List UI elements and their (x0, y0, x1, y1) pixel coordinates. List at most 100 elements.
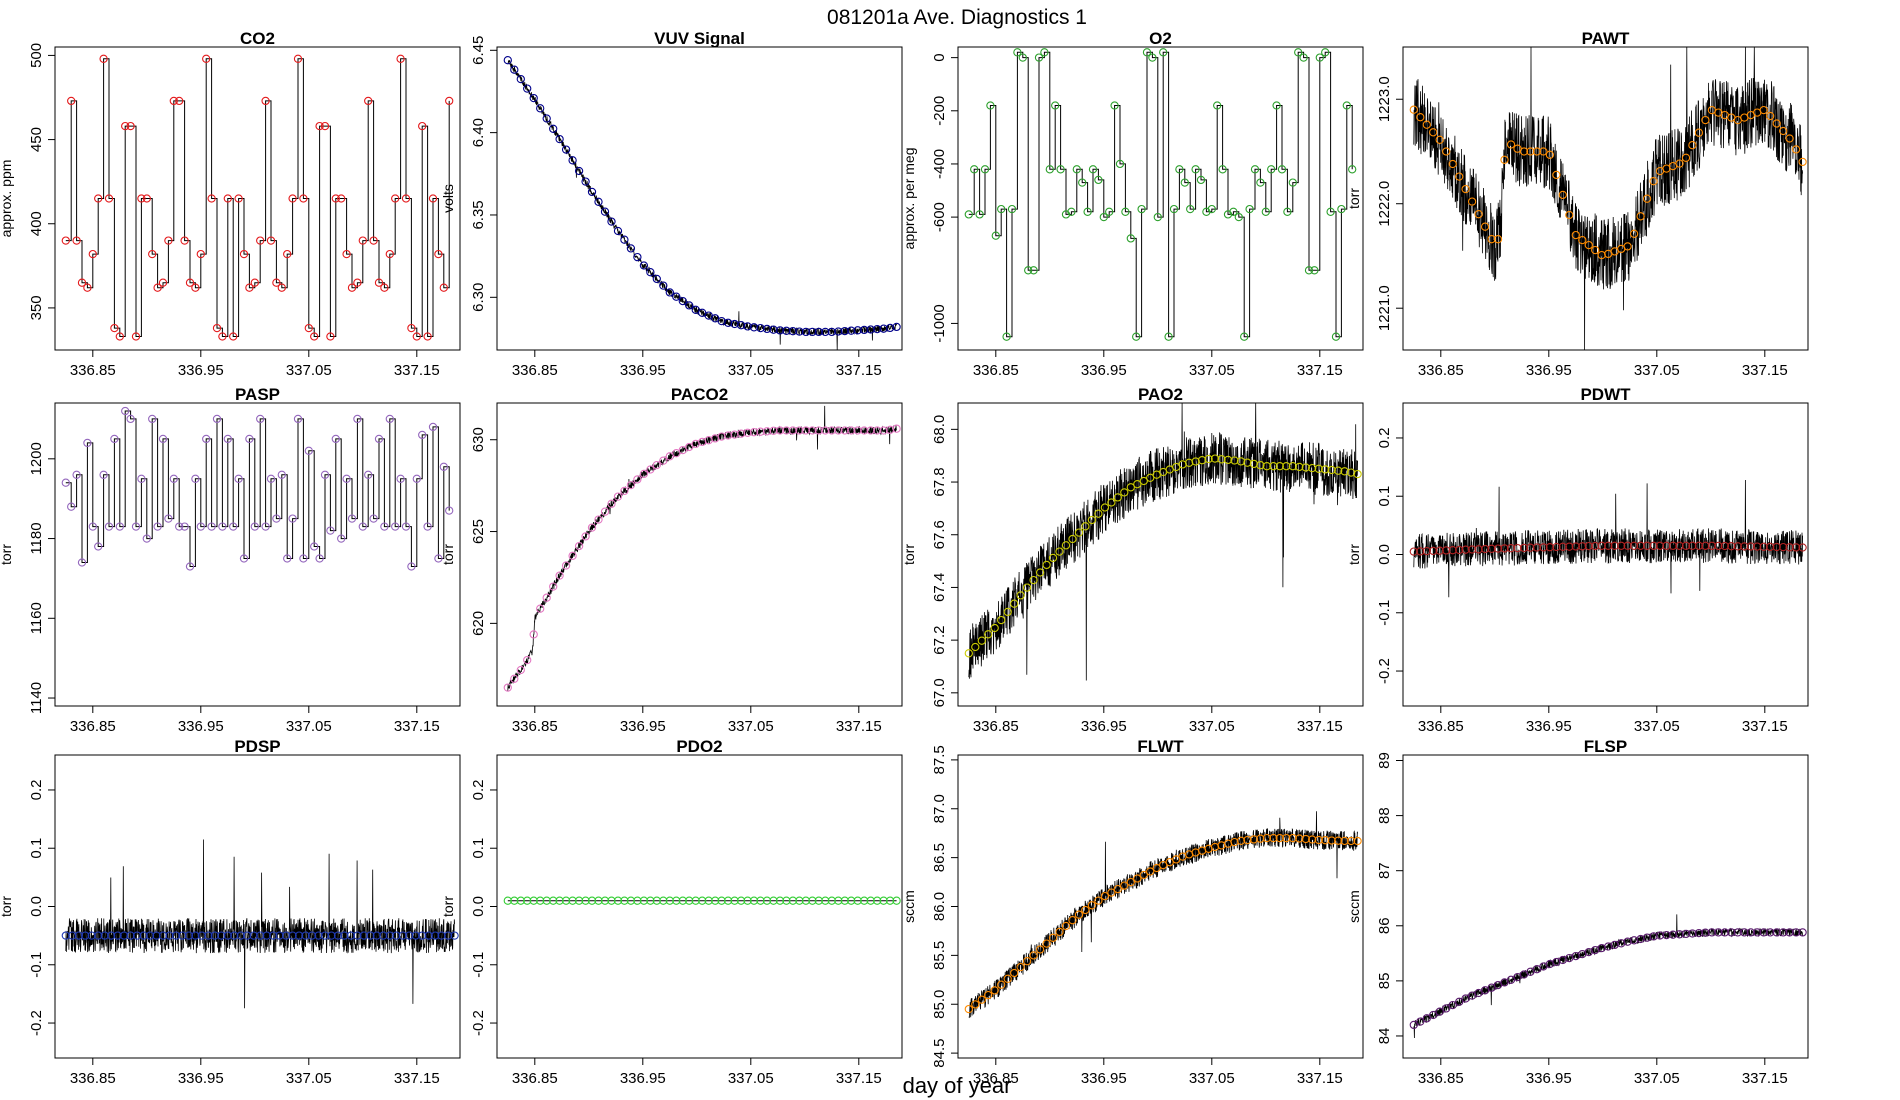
data-point (1467, 197, 1477, 206)
data-point (1107, 888, 1116, 897)
data-point (256, 236, 265, 245)
data-point (74, 931, 83, 940)
data-point (1213, 101, 1222, 110)
data-point (1016, 591, 1025, 600)
data-point (61, 236, 70, 245)
data-point (711, 896, 720, 905)
data-point (99, 54, 108, 63)
data-point (730, 430, 739, 439)
data-point (1720, 928, 1729, 937)
data-point (1105, 207, 1114, 216)
data-point (510, 65, 519, 74)
y-tick-label: 87.0 (931, 794, 948, 823)
data-point (964, 210, 973, 219)
data-point (83, 283, 92, 292)
data-point (1558, 190, 1567, 200)
data-point (1506, 140, 1516, 149)
data-point (364, 96, 373, 106)
data-point (1243, 458, 1252, 467)
data-point (879, 896, 888, 905)
data-point (639, 469, 649, 479)
y-axis-label: torr (901, 544, 917, 565)
y-tick-label: 6.30 (470, 283, 487, 312)
data-point (1107, 498, 1116, 507)
data-point (1578, 542, 1587, 551)
data-point (1029, 575, 1038, 585)
data-point (236, 931, 245, 940)
data-point (600, 207, 610, 216)
data-point (1196, 175, 1206, 185)
data-point (1422, 1014, 1431, 1023)
data-point (229, 332, 238, 341)
data-point (1051, 101, 1060, 110)
data-point (1740, 928, 1749, 937)
data-point (1422, 546, 1431, 556)
data-point (529, 896, 538, 905)
data-point (549, 896, 558, 905)
data-point (261, 96, 270, 106)
data-point (249, 931, 258, 940)
raw-trace (507, 405, 897, 692)
panel-title: PDO2 (676, 737, 722, 756)
data-point (678, 445, 687, 455)
data-point (1565, 210, 1574, 220)
data-point (801, 426, 811, 435)
data-point (971, 642, 980, 652)
data-point (1061, 921, 1071, 931)
data-point (620, 235, 629, 244)
data-point (340, 931, 349, 940)
y-axis-label: torr (0, 896, 14, 917)
y-tick-label: 0.2 (1376, 428, 1393, 449)
data-point (256, 931, 265, 940)
data-point (1113, 493, 1122, 502)
y-tick-label: -1000 (931, 304, 948, 342)
data-point (1113, 884, 1122, 894)
data-point (1487, 544, 1496, 553)
data-point (1480, 544, 1490, 554)
data-point (795, 426, 804, 435)
data-point (1087, 901, 1097, 910)
data-point (126, 414, 135, 424)
data-point (990, 986, 999, 995)
data-point (659, 456, 668, 465)
y-axis-label: approx. ppm (0, 160, 14, 238)
y-tick-label: 68.0 (931, 415, 948, 444)
data-point (1798, 928, 1807, 937)
data-point (202, 434, 211, 444)
data-point (1315, 53, 1324, 62)
data-point (1681, 541, 1691, 550)
data-point (1013, 48, 1022, 57)
data-point (1500, 155, 1509, 164)
data-point (104, 522, 114, 531)
data-point (814, 426, 823, 435)
y-tick-label: 67.2 (931, 626, 948, 655)
data-point (239, 554, 249, 563)
data-point (834, 327, 843, 336)
data-point (743, 896, 752, 905)
data-point (769, 896, 778, 905)
data-point (523, 84, 532, 93)
y-tick-label: -600 (931, 202, 948, 232)
data-point (191, 931, 200, 940)
data-point (88, 522, 97, 531)
data-point (1308, 835, 1317, 844)
y-tick-label: 87 (1376, 862, 1393, 879)
plot-frame (1402, 46, 1809, 351)
data-point (1675, 541, 1684, 550)
data-point (1746, 928, 1755, 937)
x-tick-label: 336.85 (70, 1070, 116, 1087)
data-point (175, 522, 184, 531)
data-point (587, 896, 597, 905)
data-point (808, 896, 817, 905)
y-tick-label: 500 (28, 43, 45, 68)
data-point (1099, 212, 1108, 222)
data-point (1094, 896, 1103, 905)
data-point (288, 514, 297, 523)
data-point (1137, 204, 1146, 214)
data-point (730, 319, 739, 329)
data-point (808, 426, 817, 435)
data-point (997, 980, 1006, 989)
data-point (1346, 836, 1356, 846)
data-point (1448, 1000, 1457, 1010)
y-tick-label: 625 (470, 519, 487, 544)
